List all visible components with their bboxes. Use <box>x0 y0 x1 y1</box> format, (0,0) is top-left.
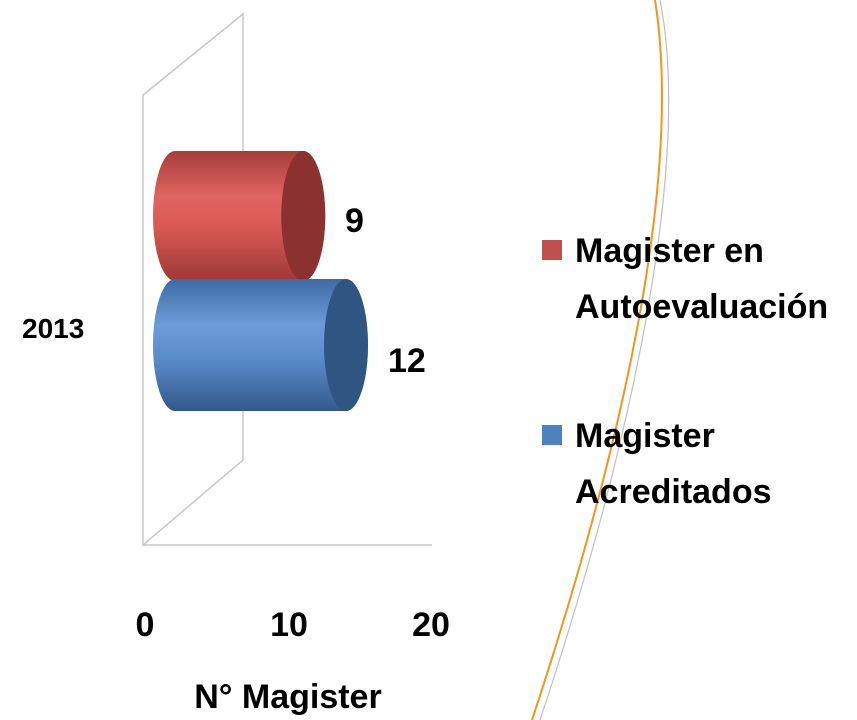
bar-autoevaluacion <box>153 151 326 281</box>
data-label-autoevaluacion: 9 <box>345 202 364 240</box>
bar-autoevaluacion-cap <box>281 151 326 281</box>
bar-acreditados-body <box>153 279 368 411</box>
x-axis-title: N° Magister <box>194 678 381 716</box>
chart-walls <box>142 12 432 547</box>
x-tick-label-10: 10 <box>270 606 308 644</box>
legend-swatch-autoevaluacion <box>542 240 562 260</box>
bar-acreditados <box>153 279 368 411</box>
x-tick-label-0: 0 <box>136 606 155 644</box>
legend-label-acreditados-line1: Magister <box>575 417 715 455</box>
x-tick-label-20: 20 <box>412 606 450 644</box>
legend-label-autoevaluacion-line2: Autoevaluación <box>575 288 828 326</box>
legend-label-acreditados-line2: Acreditados <box>575 473 772 511</box>
bar-acreditados-cap <box>324 279 368 411</box>
decorative-curves <box>531 0 670 720</box>
data-label-acreditados: 12 <box>388 342 426 380</box>
legend: Magister en Autoevaluación Magister Acre… <box>542 232 828 511</box>
bars-layer <box>153 151 368 411</box>
bar-autoevaluacion-body <box>153 151 326 281</box>
legend-swatch-acreditados <box>542 425 562 445</box>
category-label: 2013 <box>22 313 84 344</box>
legend-label-autoevaluacion-line1: Magister en <box>575 232 764 270</box>
